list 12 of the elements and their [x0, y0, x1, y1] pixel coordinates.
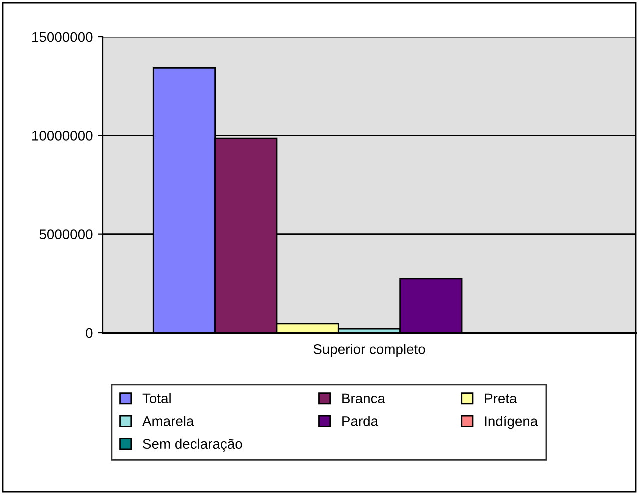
legend-label: Sem declaração	[143, 438, 242, 452]
y-tick-label: 15000000	[32, 32, 93, 42]
legend-label: Indígena	[485, 416, 538, 430]
y-tick-label: 5000000	[40, 230, 93, 240]
y-tick-label: 10000000	[32, 131, 93, 141]
x-tick-label: Superior completo	[314, 344, 426, 358]
legend-label: Preta	[485, 394, 518, 404]
legend-label: Amarela	[142, 416, 194, 426]
legend-label: Parda	[342, 416, 379, 426]
legend-label: Branca	[342, 394, 386, 404]
y-tick-label: 0	[86, 328, 93, 338]
legend-label: Total	[142, 393, 171, 404]
